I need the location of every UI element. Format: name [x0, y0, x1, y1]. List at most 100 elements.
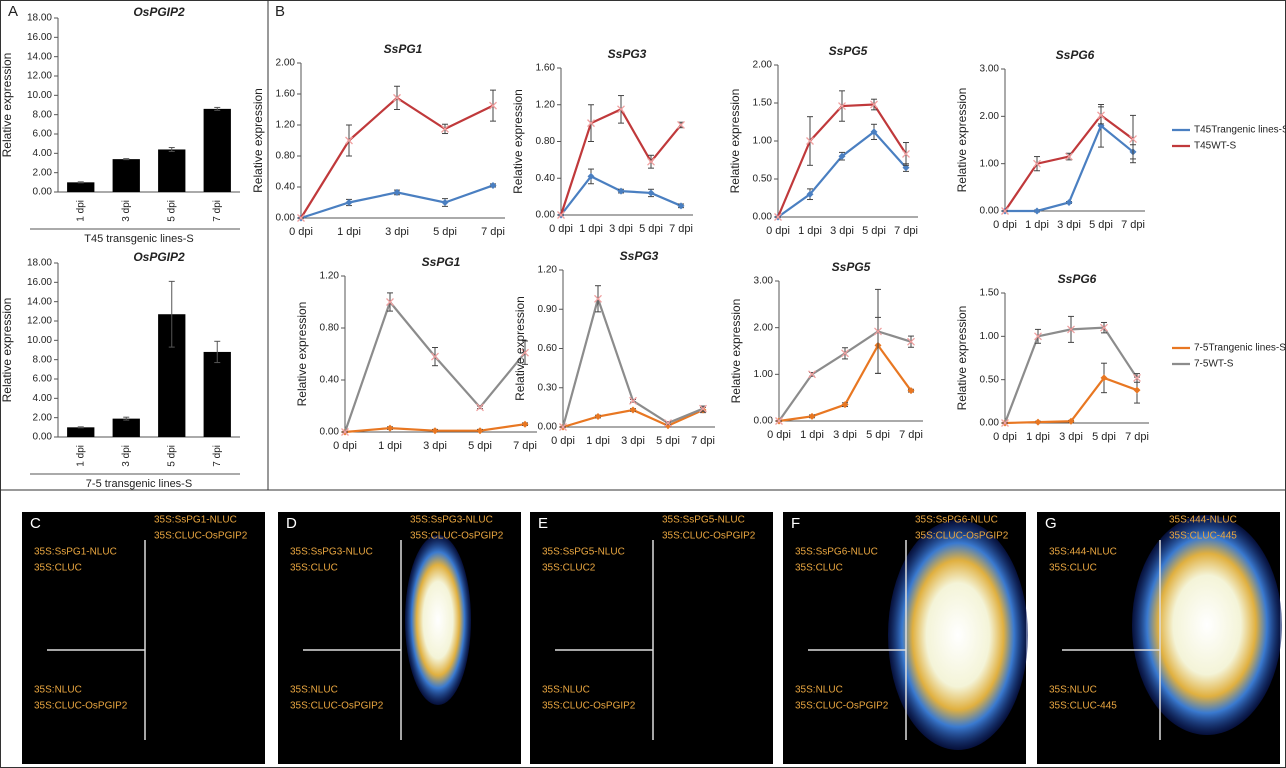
x-tick-label: 5 dpi — [468, 440, 492, 452]
panel-label: C — [30, 515, 41, 532]
y-tick-label: 1.60 — [276, 89, 296, 100]
x-tick-label: 7 dpi — [481, 226, 505, 238]
y-tick-label: 1.20 — [536, 99, 556, 110]
marker — [775, 417, 783, 425]
marker — [1033, 159, 1041, 168]
image-background — [278, 512, 521, 764]
marker — [594, 294, 602, 303]
x-tick-label: 1 dpi — [800, 429, 824, 441]
construct-label: 35S:NLUC — [290, 685, 338, 696]
y-tick-label: 1.00 — [753, 136, 773, 147]
construct-label: 35S:444-NLUC — [1049, 547, 1117, 558]
marker — [1133, 386, 1141, 394]
marker — [1129, 135, 1137, 144]
marker — [559, 423, 567, 431]
construct-label: 35S:NLUC — [1049, 685, 1097, 696]
x-tick-label: 3 dpi — [609, 223, 633, 235]
y-tick-label: 6.00 — [33, 374, 53, 385]
x-tick-label: 0 dpi — [993, 219, 1017, 231]
marker — [386, 424, 394, 432]
construct-label: 35S:SsPG6-NLUC — [915, 515, 998, 526]
y-tick-label: 10.00 — [27, 335, 52, 346]
bar — [203, 351, 231, 437]
x-tick-label: 0 dpi — [333, 440, 357, 452]
image-background — [22, 512, 265, 764]
x-tick-label: 3 dpi — [1059, 431, 1083, 443]
bar — [203, 108, 231, 192]
marker — [874, 327, 882, 336]
marker — [841, 401, 849, 409]
y-tick-label: 18.00 — [27, 13, 52, 24]
construct-label: 35S:CLUC-445 — [1049, 701, 1117, 712]
error-bar — [77, 426, 84, 429]
y-tick-label: 0.00 — [980, 206, 1000, 217]
x-tick-label: 5 dpi — [639, 223, 663, 235]
construct-label: 35S:SsPG3-NLUC — [290, 547, 373, 558]
y-tick-label: 0.40 — [276, 182, 296, 193]
marker — [664, 419, 672, 428]
x-tick-label: 3 dpi — [423, 440, 447, 452]
marker — [1133, 373, 1141, 382]
x-tick-label: 5 dpi — [166, 200, 177, 222]
panel-label: A — [8, 3, 18, 20]
marker — [647, 157, 655, 166]
construct-label: 35S:CLUC-OsPGIP2 — [410, 531, 504, 542]
x-tick-label: 5 dpi — [1089, 219, 1113, 231]
y-tick-label: 4.00 — [33, 148, 53, 159]
marker — [806, 137, 814, 145]
marker — [774, 213, 782, 221]
marker — [1067, 417, 1075, 425]
marker — [806, 190, 814, 198]
marker — [345, 136, 353, 145]
marker — [441, 199, 449, 206]
x-tick-label: 3 dpi — [385, 226, 409, 238]
luciferase-image: E 35S:SsPG5-NLUC 35S:CLUC-OsPGIP2 35S:SsPG5… — [530, 512, 773, 764]
construct-label: 35S:CLUC-OsPGIP2 — [915, 531, 1009, 542]
y-tick-label: 1.60 — [536, 63, 556, 74]
x-tick-label: 1 dpi — [1025, 219, 1049, 231]
marker — [841, 349, 849, 358]
marker — [594, 413, 602, 421]
marker — [476, 427, 484, 435]
y-tick-label: 1.00 — [980, 158, 1000, 169]
y-axis-label: Relative expression — [0, 53, 14, 158]
legend-label: 7-5WT-S — [1194, 359, 1234, 370]
x-tick-label: 5 dpi — [433, 226, 457, 238]
marker — [393, 93, 401, 102]
y-tick-label: 3.00 — [754, 276, 774, 287]
y-tick-label: 2.00 — [276, 58, 296, 69]
construct-label: 35S:CLUC — [795, 563, 843, 574]
marker — [617, 105, 625, 114]
y-tick-label: 12.00 — [27, 71, 52, 82]
construct-label: 35S:CLUC-OsPGIP2 — [542, 701, 636, 712]
y-tick-label: 0.00 — [753, 212, 773, 223]
construct-label: 35S:SsPG6-NLUC — [795, 547, 878, 558]
panel-label: D — [286, 515, 297, 532]
marker — [297, 214, 305, 222]
legend-label: T45Trangenic lines-S — [1194, 125, 1286, 136]
bar — [112, 418, 140, 437]
series-line — [1004, 113, 1134, 212]
y-axis-label: Relative expression — [955, 88, 969, 193]
construct-label: 35S:SsPG1-NLUC — [154, 515, 237, 526]
marker — [1033, 207, 1041, 215]
y-tick-label: 0.80 — [320, 323, 340, 334]
construct-label: 35S:SsPG3-NLUC — [410, 515, 493, 526]
y-tick-label: 10.00 — [27, 90, 52, 101]
bar — [112, 159, 140, 192]
marker — [870, 100, 878, 109]
y-tick-label: 1.50 — [980, 288, 1000, 299]
chart-title: SsPG3 — [608, 47, 647, 61]
y-tick-label: 0.80 — [276, 151, 296, 162]
x-tick-label: 0 dpi — [767, 429, 791, 441]
x-tick-label: 3 dpi — [1057, 219, 1081, 231]
y-tick-label: 12.00 — [27, 316, 52, 327]
construct-label: 35S:NLUC — [34, 685, 82, 696]
marker — [431, 352, 439, 361]
marker — [441, 124, 449, 133]
marker — [677, 202, 685, 210]
x-tick-label: 3 dpi — [830, 225, 854, 237]
y-tick-label: 2.00 — [33, 167, 53, 178]
marker — [647, 189, 655, 197]
y-tick-label: 0.00 — [276, 213, 296, 224]
